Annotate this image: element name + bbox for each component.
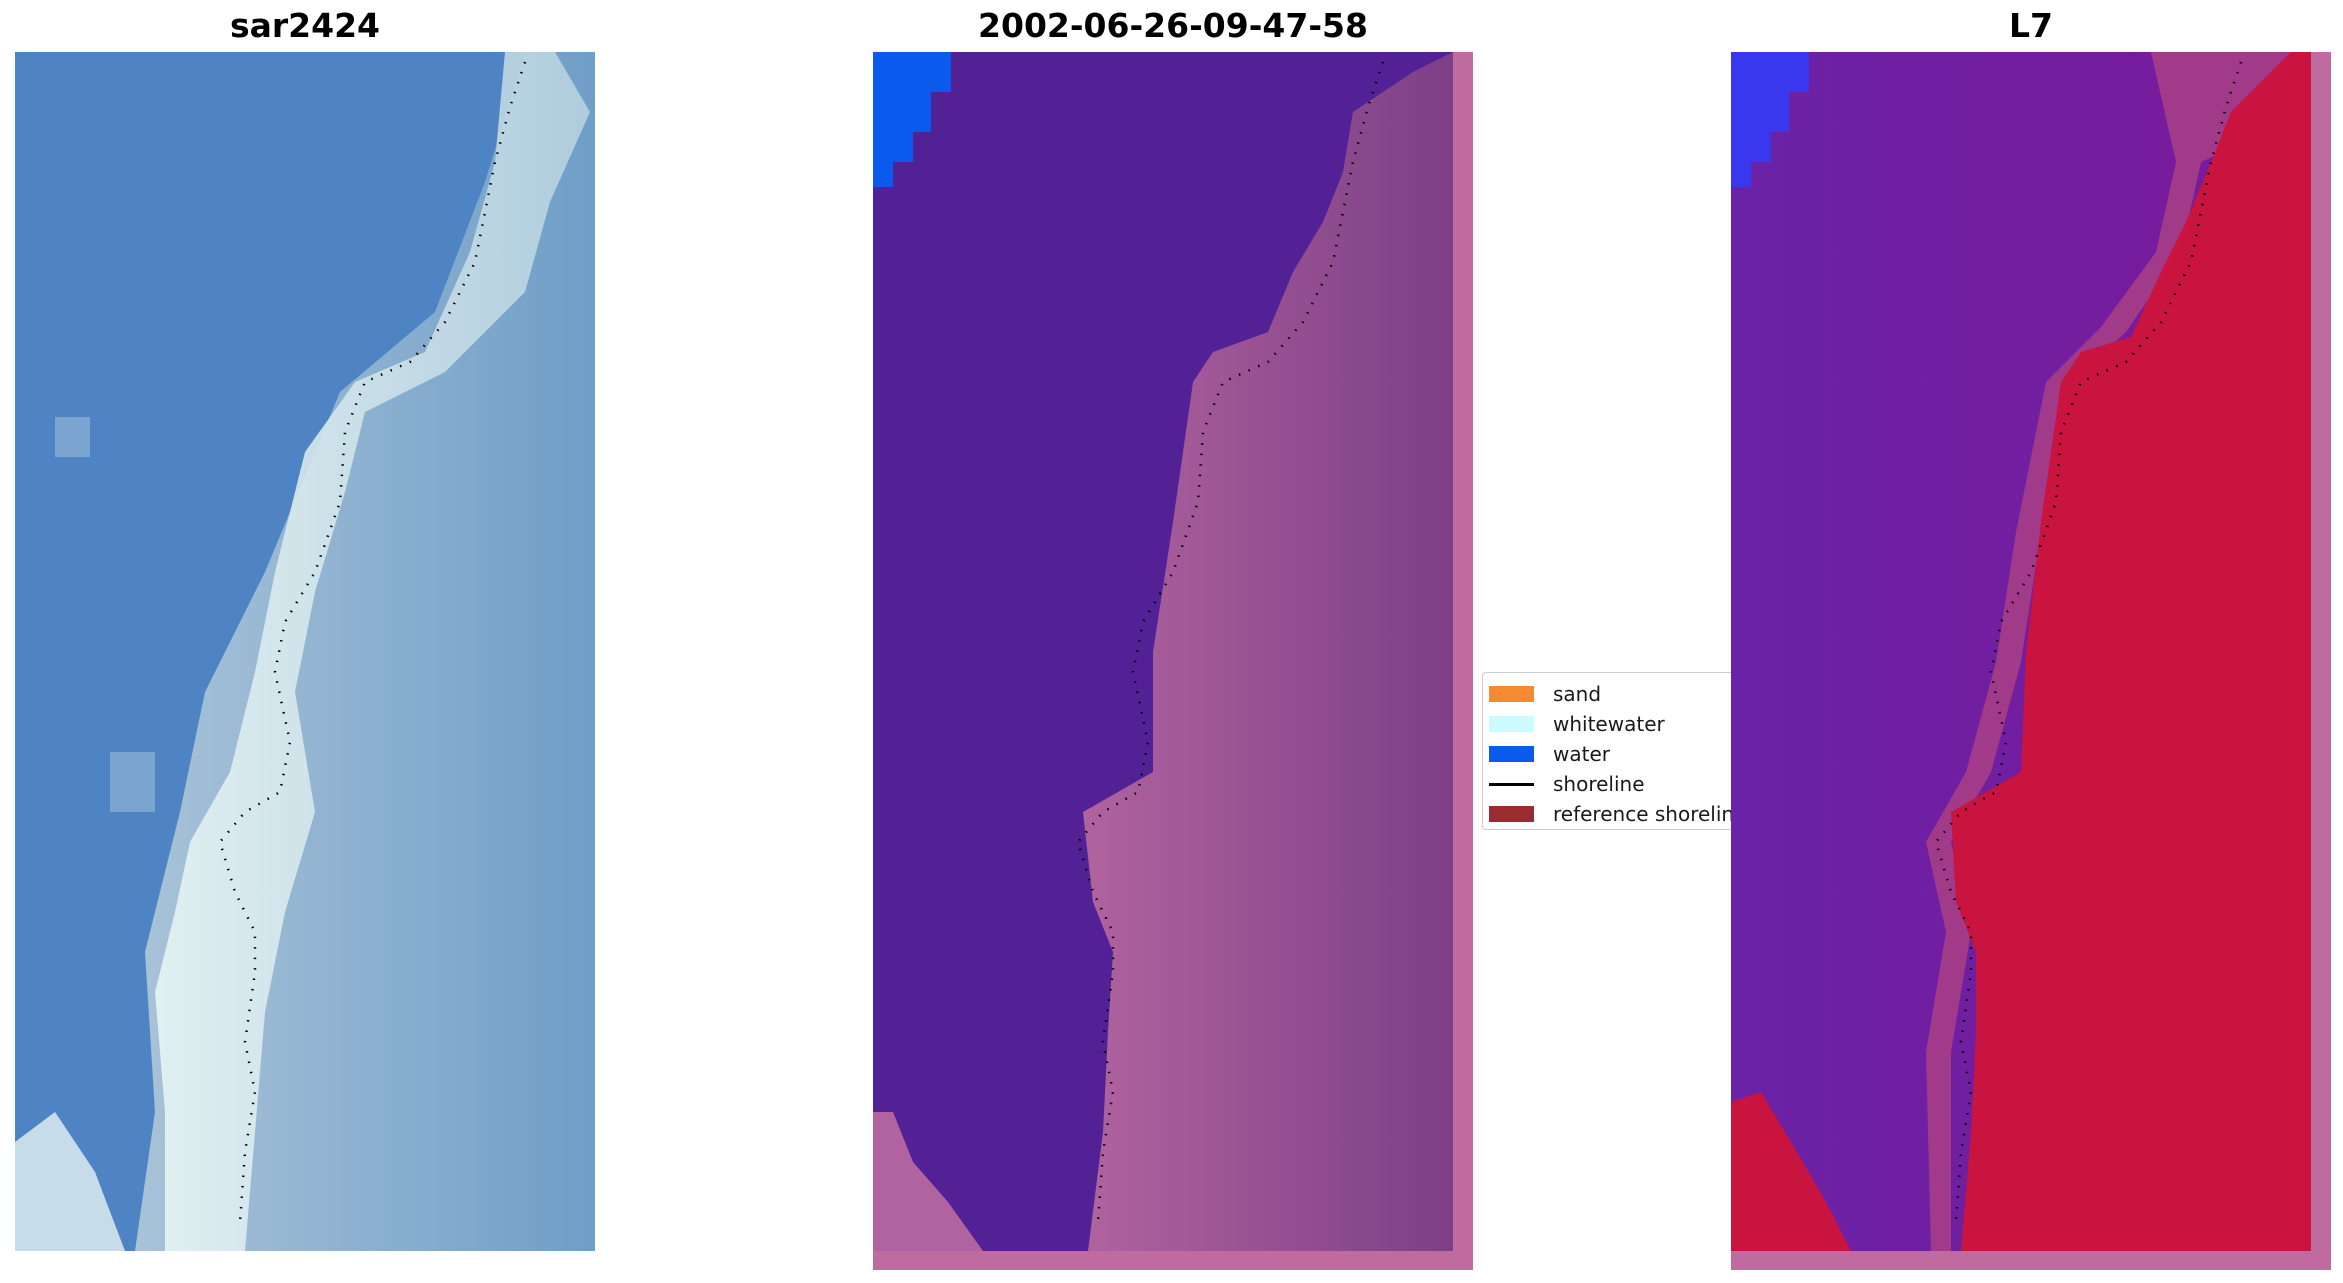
legend-label: sand xyxy=(1553,682,1602,706)
legend-line-shoreline xyxy=(1489,782,1534,786)
land-region xyxy=(1083,52,1453,1251)
legend-item-shoreline: shoreline xyxy=(1483,769,1731,799)
foam-patch xyxy=(15,1112,125,1251)
legend: sand whitewater water shoreline referenc… xyxy=(1482,672,1731,830)
legend-label: whitewater xyxy=(1553,712,1665,736)
legend-item-sand: sand xyxy=(1483,679,1731,709)
legend-item-whitewater: whitewater xyxy=(1483,709,1731,739)
classified-image xyxy=(873,52,1473,1270)
legend-label: water xyxy=(1553,742,1610,766)
edge-band xyxy=(1926,52,2311,1251)
satellite-rgb-image xyxy=(15,52,595,1251)
water-region xyxy=(1731,52,1809,187)
legend-label: reference shoreline xyxy=(1553,802,1731,826)
panel-title-index: L7 xyxy=(2009,6,2053,45)
foam-patch xyxy=(55,417,90,457)
panel-title-sar: sar2424 xyxy=(229,6,381,45)
whitewater-region xyxy=(155,52,590,1251)
panel-title-classified: 2002-06-26-09-47-58 xyxy=(978,6,1368,45)
land-region xyxy=(873,1112,983,1251)
land-region xyxy=(1951,52,2311,1251)
legend-swatch-reference-shoreline xyxy=(1489,806,1534,822)
legend-label: shoreline xyxy=(1553,772,1645,796)
legend-item-water: water xyxy=(1483,739,1731,769)
land-region xyxy=(1731,1092,1851,1251)
water-region xyxy=(873,52,951,187)
legend-item-reference-shoreline: reference shoreline xyxy=(1483,799,1731,829)
index-image xyxy=(1731,52,2331,1270)
foam-patch xyxy=(110,752,155,812)
legend-swatch-water xyxy=(1489,746,1534,762)
legend-swatch-whitewater xyxy=(1489,716,1534,732)
legend-swatch-sand xyxy=(1489,686,1534,702)
